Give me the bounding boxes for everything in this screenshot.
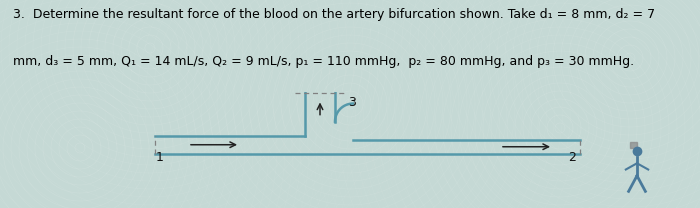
Text: mm, d₃ = 5 mm, Q₁ = 14 mL/s, Q₂ = 9 mL/s, p₁ = 110 mmHg,  p₂ = 80 mmHg, and p₃ =: mm, d₃ = 5 mm, Q₁ = 14 mL/s, Q₂ = 9 mL/s… [13, 55, 634, 68]
Text: 3: 3 [348, 96, 356, 109]
Text: 3.  Determine the resultant force of the blood on the artery bifurcation shown. : 3. Determine the resultant force of the … [13, 8, 654, 21]
Bar [630, 142, 637, 148]
Text: 1: 1 [156, 151, 164, 164]
Text: 2: 2 [568, 151, 576, 164]
